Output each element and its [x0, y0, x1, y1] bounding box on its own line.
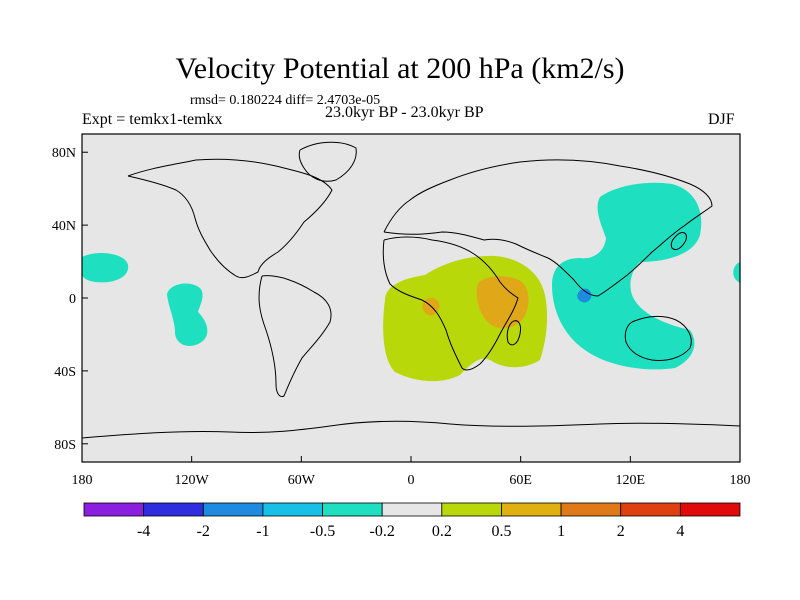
colorbar-label: -0.5: [310, 523, 335, 540]
x-tick-label: 60W: [288, 473, 316, 488]
east-edge-negative-region: [733, 262, 740, 283]
madagascar-coastline: [506, 320, 521, 346]
colorbar-swatch: [441, 502, 502, 517]
west-edge-negative-region: [82, 253, 129, 283]
colorbar-label: 0.5: [491, 523, 511, 540]
latitude-axis: 80N 40N 0 40S 80S: [52, 146, 88, 453]
x-tick-label: 0: [408, 473, 415, 488]
colorbar-label: 1: [557, 523, 565, 540]
colorbar-swatch: [501, 502, 562, 517]
south-america-coastline: [258, 275, 332, 397]
colorbar-label: -1: [256, 523, 269, 540]
colorbar-label: 4: [676, 523, 684, 540]
map-title: Velocity Potential at 200 hPa (km2/s): [175, 52, 625, 85]
australia-coastline: [624, 315, 692, 361]
coastlines: [81, 141, 741, 439]
colorbar-swatch: [202, 502, 264, 517]
colorbar-label: -2: [197, 523, 210, 540]
stats-label: rmsd= 0.180224 diff= 2.4703e-05: [190, 93, 381, 108]
period-label: 23.0kyr BP - 23.0kyr BP: [325, 104, 484, 121]
colorbar-label: 0.2: [432, 523, 452, 540]
colorbar-label: 2: [617, 523, 625, 540]
experiment-label: Expt = temkx1-temkx: [82, 111, 223, 128]
greenland-coastline: [298, 141, 357, 182]
north-america-coastline: [127, 158, 333, 279]
eurasia-coastline: [383, 159, 713, 297]
asia-high-negative-region: [577, 288, 592, 303]
colorbar: -4 -2 -1 -0.5 -0.2 0.2 0.5 1 2 4: [83, 502, 741, 540]
x-tick-label: 120W: [175, 473, 210, 488]
colorbar-label: -0.2: [370, 523, 395, 540]
y-tick-label: 80N: [52, 146, 76, 161]
y-tick-label: 80S: [54, 438, 76, 453]
colorbar-swatch: [620, 502, 681, 517]
longitude-axis: 180 120W 60W 0 60E 120E 180: [72, 456, 751, 488]
east-pacific-negative-region: [167, 283, 208, 346]
japan-coastline: [670, 232, 687, 251]
x-tick-label: 180: [730, 473, 751, 488]
colorbar-swatch: [679, 502, 741, 517]
season-label: DJF: [708, 111, 735, 128]
colorbar-swatch: [262, 502, 323, 517]
y-tick-label: 40S: [54, 365, 76, 380]
y-tick-label: 40N: [52, 219, 76, 234]
x-tick-label: 180: [72, 473, 93, 488]
colorbar-swatch: [560, 502, 622, 517]
colorbar-swatch: [322, 502, 383, 517]
colorbar-swatch: [83, 502, 145, 517]
africa-coastline: [382, 236, 519, 371]
y-tick-label: 0: [69, 292, 76, 307]
x-tick-label: 120E: [616, 473, 646, 488]
colorbar-swatch: [143, 502, 204, 517]
africa-high-region: [476, 276, 529, 329]
colorbar-swatch: [381, 502, 443, 517]
x-tick-label: 60E: [509, 473, 532, 488]
antarctica-coastline: [81, 420, 741, 439]
colorbar-label: -4: [137, 523, 150, 540]
